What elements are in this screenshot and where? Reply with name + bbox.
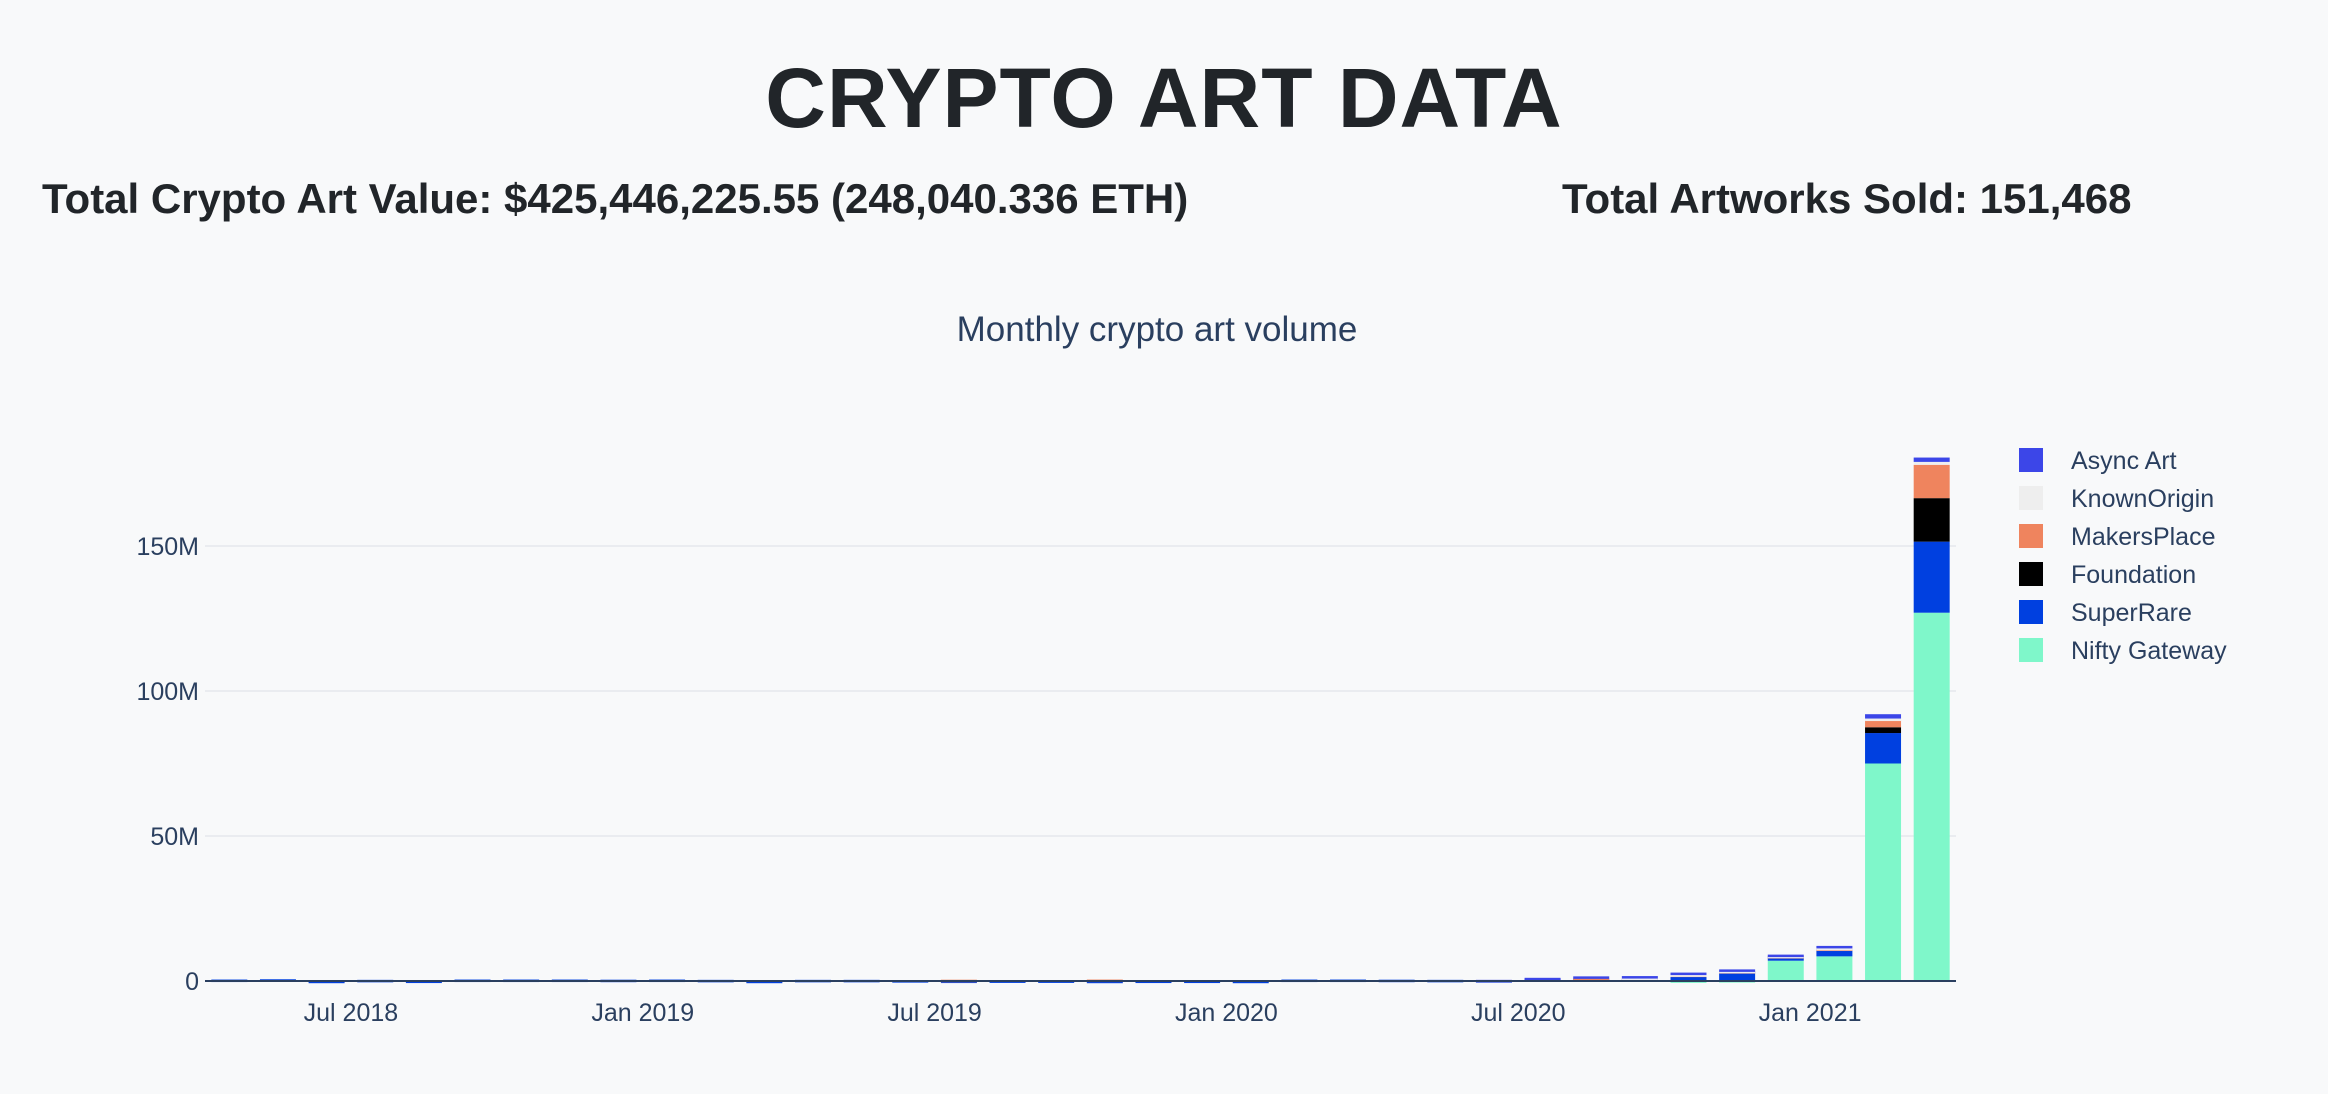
legend[interactable]: Async Art KnownOrigin MakersPlace Foundatio…	[2019, 447, 2227, 665]
grid-lines	[205, 545, 1956, 837]
bar-segment[interactable]	[1913, 464, 1950, 499]
y-tick-label: 100M	[136, 678, 199, 706]
bar-segment[interactable]	[1670, 975, 1707, 981]
bar-segment[interactable]	[1816, 949, 1853, 957]
bar-segment[interactable]	[1913, 541, 1950, 613]
axes: 0 50M 100M 150M Jul 2018 Jan 2019 Jul 2019 Jan …	[136, 533, 1956, 1027]
chart-title: Monthly crypto art volume	[957, 310, 1358, 349]
x-tick-label: Jul 2020	[1471, 999, 1566, 1027]
legend-swatch[interactable]	[2019, 448, 2043, 472]
bar-segment[interactable]	[1913, 461, 1950, 465]
legend-swatch[interactable]	[2019, 600, 2043, 624]
legend-label[interactable]: KnownOrigin	[2071, 485, 2214, 513]
y-tick-label: 0	[185, 968, 199, 996]
bar-segment[interactable]	[1524, 977, 1561, 981]
bar-segment[interactable]	[1865, 727, 1902, 734]
bars[interactable]	[211, 457, 1950, 984]
bar-segment[interactable]	[1865, 763, 1902, 982]
x-tick-label: Jul 2019	[887, 999, 982, 1027]
bar-segment[interactable]	[1913, 612, 1950, 981]
bar-segment[interactable]	[1816, 947, 1853, 951]
legend-label[interactable]: Foundation	[2071, 561, 2196, 589]
bar-segment[interactable]	[1913, 457, 1950, 462]
bar-segment[interactable]	[1670, 974, 1707, 977]
bar-segment[interactable]	[1621, 976, 1658, 979]
total-value-stat: Total Crypto Art Value: $425,446,225.55 …	[42, 175, 1189, 222]
bar-segment[interactable]	[1719, 971, 1756, 981]
bar-segment[interactable]	[1621, 978, 1658, 981]
bar-segment[interactable]	[1719, 969, 1756, 972]
bar-segment[interactable]	[1865, 720, 1902, 728]
bar-segment[interactable]	[1865, 733, 1902, 764]
legend-label[interactable]: Nifty Gateway	[2071, 637, 2227, 665]
legend-swatch[interactable]	[2019, 486, 2043, 510]
bar-segment[interactable]	[1865, 718, 1902, 722]
bar-segment[interactable]	[1913, 498, 1950, 542]
legend-swatch[interactable]	[2019, 524, 2043, 548]
bar-segment[interactable]	[1865, 714, 1902, 719]
bar-segment[interactable]	[1816, 945, 1853, 949]
x-tick-label: Jan 2020	[1175, 999, 1278, 1027]
bar-segment[interactable]	[1573, 976, 1610, 979]
bar-segment[interactable]	[1767, 960, 1804, 981]
bar-segment[interactable]	[1719, 970, 1756, 974]
x-tick-label: Jan 2019	[591, 999, 694, 1027]
legend-swatch[interactable]	[2019, 638, 2043, 662]
bar-segment[interactable]	[1816, 956, 1853, 981]
bar-segment[interactable]	[1670, 972, 1707, 976]
bar-segment[interactable]	[1573, 978, 1610, 981]
y-tick-label: 150M	[136, 533, 199, 561]
legend-swatch[interactable]	[2019, 562, 2043, 586]
total-sold-stat: Total Artworks Sold: 151,468	[1562, 175, 2132, 222]
bar-segment[interactable]	[1767, 954, 1804, 958]
x-tick-label: Jul 2018	[304, 999, 399, 1027]
legend-label[interactable]: Async Art	[2071, 447, 2177, 475]
page-title: CRYPTO ART DATA	[765, 51, 1563, 145]
legend-label[interactable]: SuperRare	[2071, 599, 2192, 627]
x-tick-label: Jan 2021	[1759, 999, 1862, 1027]
legend-label[interactable]: MakersPlace	[2071, 523, 2216, 551]
y-tick-label: 50M	[150, 823, 199, 851]
